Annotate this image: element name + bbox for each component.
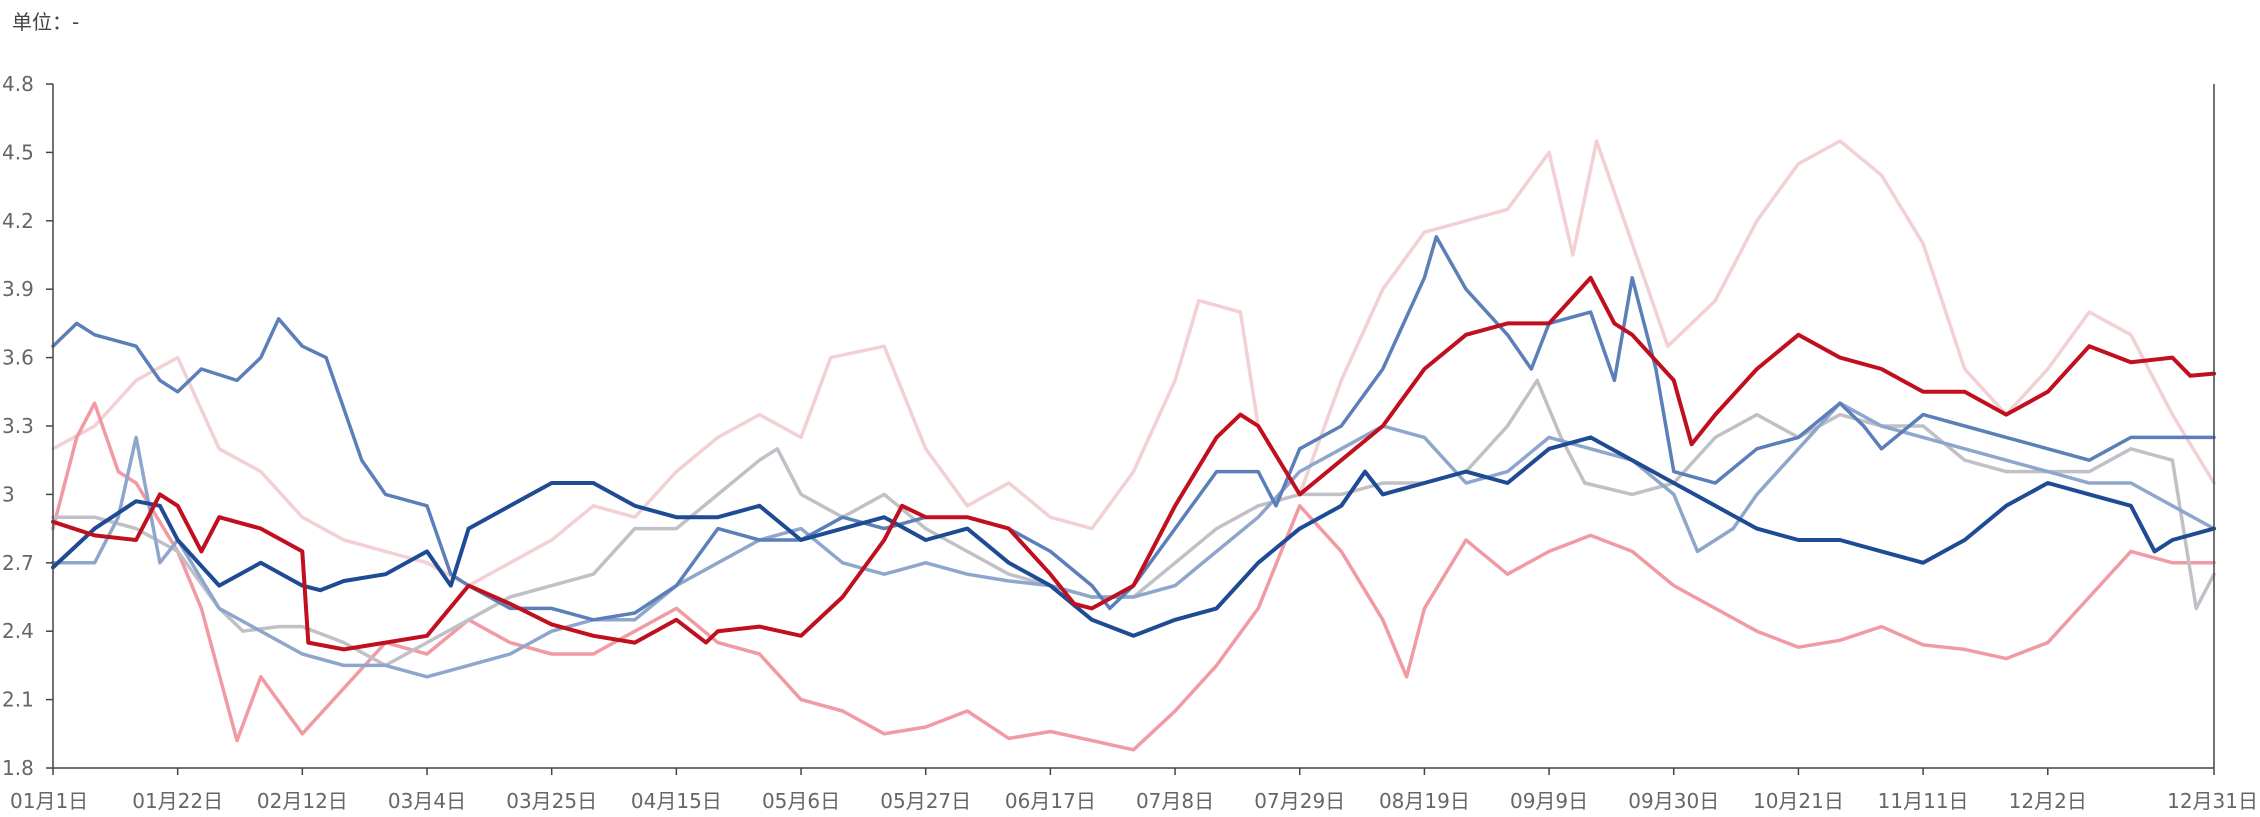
y-tick-label: 3.3 xyxy=(2,414,34,438)
y-tick-label: 3.6 xyxy=(2,346,34,370)
y-tick-label: 4.8 xyxy=(2,72,34,96)
x-tick-label: 04月15日 xyxy=(631,789,722,813)
x-tick-label: 05月27日 xyxy=(880,789,971,813)
y-tick-label: 2.4 xyxy=(2,619,34,643)
x-tick-label: 03月25日 xyxy=(506,789,597,813)
x-tick-label: 01月22日 xyxy=(132,789,223,813)
series-line-1 xyxy=(51,139,2216,588)
x-tick-label: 02月12日 xyxy=(257,789,348,813)
x-tick-label: 07月8日 xyxy=(1136,789,1214,813)
x-tick-label: 12月31日 xyxy=(2167,789,2258,813)
unit-label: 单位：- xyxy=(12,10,80,34)
y-tick-label: 4.2 xyxy=(2,209,34,233)
x-tick-label: 05月6日 xyxy=(762,789,840,813)
y-tick-label: 2.7 xyxy=(2,551,34,575)
x-tick-label: 11月11日 xyxy=(1878,789,1969,813)
axes-layer: 1.8 2.1 2.4 2.7 3 3.3 3.6 3.9 4.2 4.5 4.8 01月1日 01月2… xyxy=(2,72,2258,813)
y-tick-label: 1.8 xyxy=(2,756,34,780)
series-line-6 xyxy=(51,435,2216,638)
y-tick-label: 4.5 xyxy=(2,140,34,164)
x-tick-label: 09月9日 xyxy=(1510,789,1588,813)
x-tick-label: 12月2日 xyxy=(2009,789,2087,813)
x-tick-label: 10月21日 xyxy=(1753,789,1844,813)
x-tick-label: 03月4日 xyxy=(388,789,466,813)
series-line-7 xyxy=(51,275,2216,652)
y-tick-label: 3 xyxy=(2,482,15,506)
y-tick-label: 2.1 xyxy=(2,688,34,712)
series-line-5 xyxy=(51,235,2216,622)
x-tick-label: 01月1日 xyxy=(10,789,88,813)
series-layer xyxy=(51,139,2216,752)
y-tick-label: 3.9 xyxy=(2,277,34,301)
x-tick-label: 08月19日 xyxy=(1379,789,1470,813)
series-line-3 xyxy=(51,378,2216,668)
x-tick-label: 07月29日 xyxy=(1254,789,1345,813)
x-tick-label: 09月30日 xyxy=(1628,789,1719,813)
series-line-2 xyxy=(51,401,2216,752)
x-tick-label: 06月17日 xyxy=(1005,789,1096,813)
